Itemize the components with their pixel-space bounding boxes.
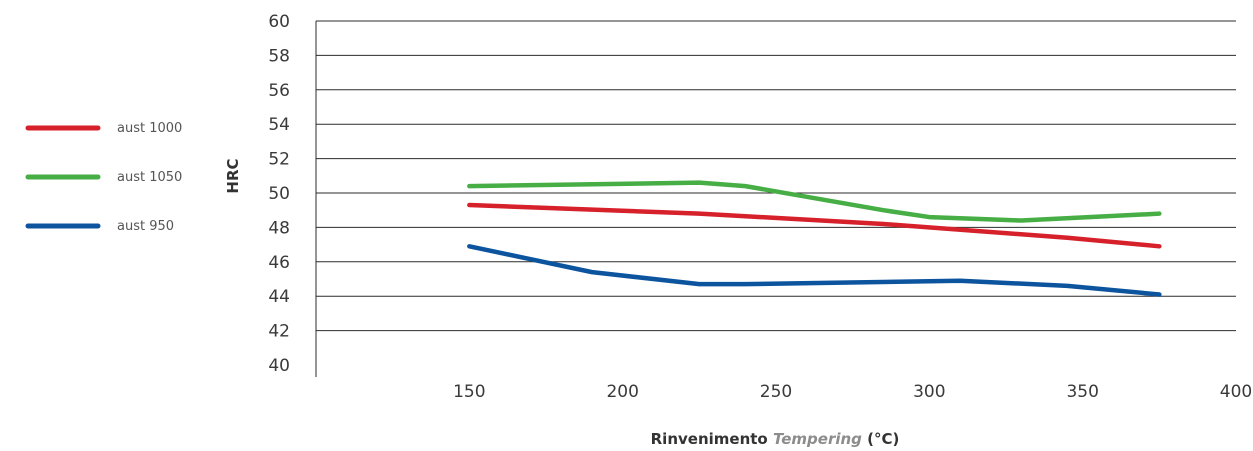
x-tick-300: 300 [913,382,945,402]
x-tick-250: 250 [760,382,792,402]
y-tick-42: 42 [268,322,290,342]
legend-label-aust-1000: aust 1000 [117,121,182,136]
y-tick-48: 48 [268,218,290,238]
series-lines [467,180,1162,297]
y-tick-54: 54 [268,115,290,135]
series-line-aust-950 [467,244,1162,297]
x-tick-200: 200 [606,382,638,402]
x-tick-labels: 150 200 250 300 350 400 [453,382,1252,402]
x-axis-label-prefix: Rinvenimento [651,430,773,448]
y-tick-44: 44 [268,287,290,307]
y-tick-58: 58 [268,46,290,66]
series-line-aust-1050 [467,180,1162,223]
y-tick-46: 46 [268,253,290,273]
legend: aust 1000 aust 1050 aust 950 [25,121,182,234]
x-axis-label-italic: Tempering [773,430,862,448]
x-tick-350: 350 [1066,382,1098,402]
legend-label-aust-1050: aust 1050 [117,170,182,185]
x-axis-label-suffix: (°C) [862,430,899,448]
y-tick-52: 52 [268,150,290,170]
y-axis-label: HRC [224,158,242,193]
y-tick-labels: 40 42 44 46 48 50 52 54 56 58 60 [268,12,290,376]
y-tick-50: 50 [268,184,290,204]
series-line-aust-1000 [467,202,1162,249]
y-tick-40: 40 [268,356,290,376]
y-tick-56: 56 [268,81,290,101]
legend-label-aust-950: aust 950 [117,219,174,234]
x-axis-label: Rinvenimento Tempering (°C) [651,430,900,448]
x-tick-150: 150 [453,382,485,402]
y-tick-60: 60 [268,12,290,32]
x-tick-400: 400 [1220,382,1252,402]
